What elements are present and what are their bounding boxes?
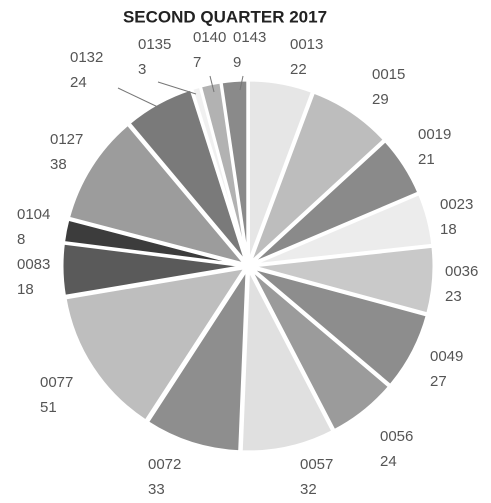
slice-label: 0013 [290,36,323,53]
slice-value: 23 [445,288,462,305]
pie-slice [66,122,250,268]
slice-value: 27 [430,373,447,390]
pie-slice [219,78,250,264]
slice-label: 0135 [138,36,171,53]
slice-value: 38 [50,156,67,173]
slice-label: 0072 [148,456,181,473]
slice-value: 21 [418,151,435,168]
slice-value: 33 [148,481,165,498]
slice-label: 0049 [430,348,463,365]
slice-label: 0019 [418,126,451,143]
slice-label: 0127 [50,131,83,148]
slice-value: 51 [40,399,57,416]
slice-value: 24 [70,74,87,91]
slice-value: 22 [290,61,307,78]
slice-label: 0056 [380,428,413,445]
pie-slice [239,263,336,454]
slice-value: 18 [440,221,457,238]
slice-value: 7 [193,54,201,71]
slice-value: 32 [300,481,317,498]
slice-value: 29 [372,91,389,108]
slice-value: 3 [138,61,146,78]
pie-slice [63,265,249,424]
slice-value: 18 [17,281,34,298]
slice-label: 0057 [300,456,333,473]
leader-line [209,75,215,93]
chart-title: SECOND QUARTER 2017 [123,7,327,26]
leader-line [239,75,244,91]
slice-label: 0132 [70,49,103,66]
slice-value: 8 [17,231,25,248]
slice-value: 24 [380,453,397,470]
slice-label: 0023 [440,196,473,213]
slice-label: 0083 [17,256,50,273]
slice-label: 0077 [40,374,73,391]
leader-line [157,81,197,95]
slice-label: 0036 [445,263,478,280]
slice-label: 0015 [372,66,405,83]
slice-label: 0104 [17,206,50,223]
pie-slice [145,263,249,454]
slice-label: 0140 [193,29,226,46]
slice-label: 0143 [233,29,266,46]
slice-value: 9 [233,54,241,71]
leader-line [117,87,161,109]
